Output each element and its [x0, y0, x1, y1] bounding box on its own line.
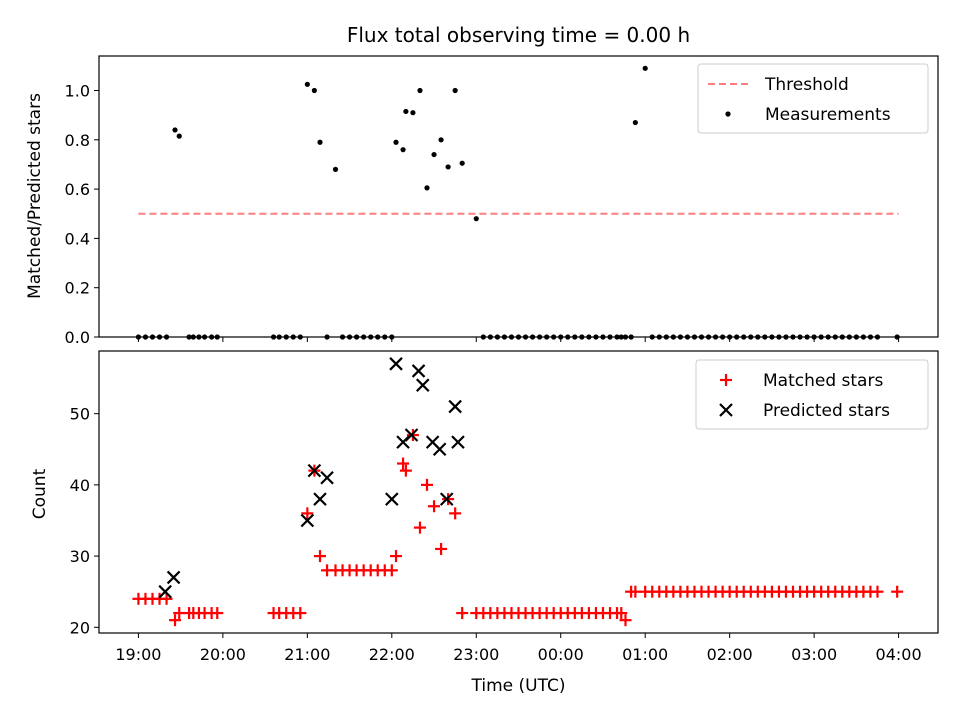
matched-star-point	[428, 500, 441, 513]
predicted-star-point	[451, 435, 465, 449]
predicted-star-point	[313, 492, 327, 506]
predicted-star-point	[320, 470, 334, 485]
matched-star-point	[420, 478, 433, 491]
measurement-point	[417, 87, 423, 94]
bottom-y-tick-label: 30	[70, 547, 90, 566]
top-legend-box	[697, 63, 929, 134]
predicted-star-point	[404, 428, 419, 442]
top-y-tick-label: 0.6	[65, 180, 90, 199]
top-legend: Threshold Measurements	[697, 63, 929, 134]
matched-star-point	[619, 614, 632, 627]
legend-threshold-label: Threshold	[764, 75, 849, 95]
x-tick-label: 00:00	[538, 645, 584, 664]
bottom-y-axis-label: Count	[30, 468, 50, 519]
measurement-point	[452, 87, 458, 94]
measurement-point	[438, 137, 444, 143]
bottom-y-tick-label: 20	[70, 618, 90, 637]
matched-star-point	[211, 607, 224, 620]
measurement-point	[393, 139, 399, 145]
measurement-point	[332, 166, 339, 172]
x-tick-label: 04:00	[876, 645, 922, 664]
top-y-tick-label: 1.0	[65, 82, 90, 101]
predicted-star-point	[385, 492, 399, 506]
legend-measurements-label: Measurements	[765, 105, 891, 125]
measurement-point	[445, 164, 451, 170]
x-tick-label: 23:00	[453, 645, 499, 664]
x-tick-label: 19:00	[115, 645, 161, 664]
x-tick-label: 22:00	[369, 645, 415, 664]
x-tick-label: 20:00	[200, 645, 246, 664]
matched-star-point	[399, 464, 412, 477]
matched-star-point	[435, 542, 448, 555]
predicted-star-point	[158, 584, 172, 599]
measurement-point	[473, 216, 479, 222]
predicted-star-point	[166, 570, 181, 585]
predicted-star-point	[307, 463, 322, 478]
top-chart-title: Flux total observing time = 0.00 h	[347, 23, 690, 47]
matched-star-point	[160, 592, 173, 605]
top-axes-frame	[98, 55, 939, 338]
legend-predicted-label: Predicted stars	[763, 401, 890, 421]
bottom-legend-box	[695, 359, 929, 430]
matched-star-point	[294, 607, 307, 620]
bottom-y-tick-label: 50	[70, 405, 90, 424]
top-y-axis-label: Matched/Predicted stars	[25, 93, 45, 299]
top-plot-area: 0.0 0.2 0.4 0.6 0.8 1.0 Threshold Measurements	[65, 55, 939, 347]
measurement-point	[176, 133, 182, 139]
matched-star-point	[385, 564, 398, 577]
measurement-point	[431, 151, 437, 158]
measurement-point	[304, 81, 310, 87]
x-tick-label: 02:00	[707, 645, 753, 664]
top-y-tick-label: 0.4	[65, 229, 90, 248]
x-axis-label: Time (UTC)	[471, 676, 566, 696]
top-y-tick-label: 0.8	[65, 131, 90, 150]
x-tick-label: 21:00	[284, 645, 330, 664]
x-tick-label: 03:00	[791, 645, 837, 664]
measurement-point	[459, 160, 465, 166]
top-y-tick-label: 0.0	[65, 328, 90, 347]
measurement-point	[632, 119, 638, 126]
legend-matched-label: Matched stars	[763, 371, 883, 391]
bottom-axes-frame	[98, 350, 939, 634]
measurement-point	[311, 87, 317, 94]
top-y-tick-label: 0.2	[65, 279, 90, 298]
matched-star-point	[871, 585, 884, 598]
predicted-star-point	[439, 492, 454, 506]
predicted-star-point	[448, 399, 462, 414]
matched-star-point	[891, 585, 904, 598]
matched-star-point	[314, 550, 327, 563]
x-tick-label: 01:00	[622, 645, 668, 664]
matched-star-point	[390, 550, 403, 563]
matched-star-point	[449, 507, 462, 520]
legend-measurement-swatch	[725, 111, 731, 117]
predicted-star-point	[415, 378, 430, 392]
measurement-point	[400, 147, 406, 153]
matched-star-point	[413, 521, 426, 534]
matched-star-point	[397, 457, 410, 470]
predicted-star-point	[432, 442, 447, 457]
bottom-y-tick-label: 40	[70, 476, 90, 495]
legend-matched-swatch	[720, 374, 732, 386]
matched-star-point	[301, 507, 314, 520]
measurement-point	[642, 65, 648, 71]
measurement-point	[317, 139, 323, 145]
predicted-star-point	[300, 513, 315, 528]
measurement-point	[403, 108, 409, 115]
matched-star-point	[615, 607, 628, 620]
predicted-star-point	[411, 364, 426, 378]
measurement-point	[424, 185, 430, 191]
matched-star-point	[456, 607, 469, 620]
bottom-legend: Matched stars Predicted stars	[695, 359, 929, 430]
predicted-star-point	[389, 357, 403, 371]
measurement-point	[172, 127, 178, 133]
bottom-plot-area: 20 30 40 50 19:00 20:00 21:00 22:00 23:00 00:00 01…	[70, 350, 939, 664]
measurement-point	[410, 110, 416, 116]
matched-star-point	[169, 614, 182, 627]
legend-predicted-swatch	[719, 403, 733, 417]
